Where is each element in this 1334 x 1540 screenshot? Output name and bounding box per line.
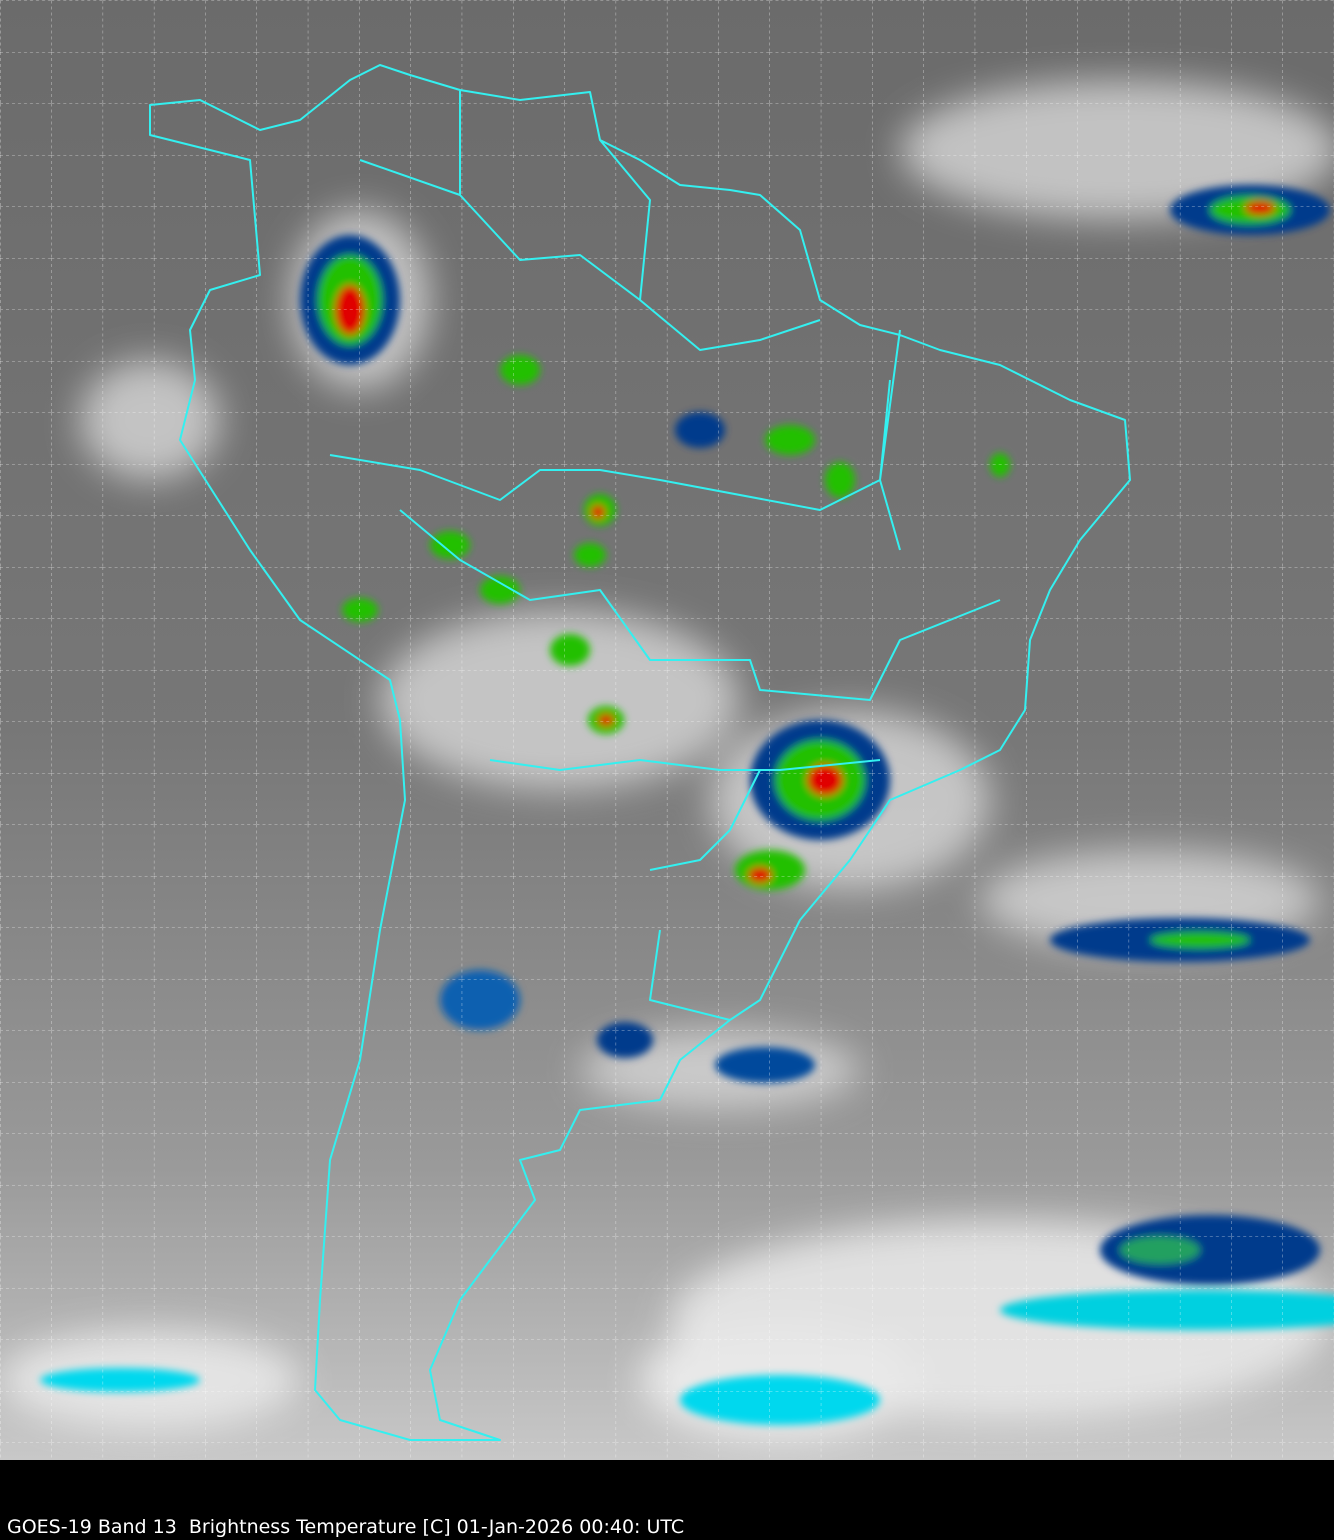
country-boundaries: [149, 64, 1131, 1441]
satellite-image: [0, 0, 1334, 1460]
lat-lon-grid: [0, 0, 1334, 1460]
caption-bar: [0, 1460, 1334, 1540]
image-caption: GOES-19 Band 13 Brightness Temperature […: [7, 1516, 685, 1538]
